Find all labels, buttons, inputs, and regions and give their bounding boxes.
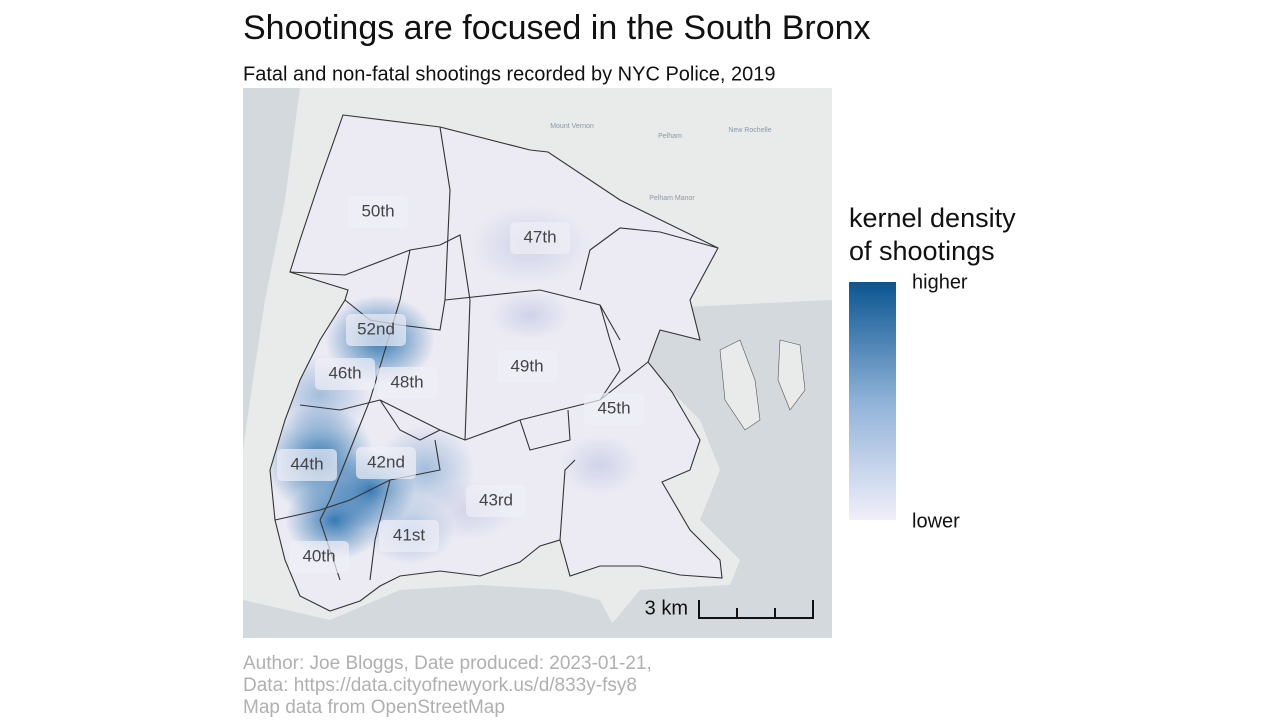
legend-colorbar	[849, 282, 896, 520]
river	[243, 88, 300, 450]
precinct-label: 46th	[328, 363, 361, 382]
label-box	[356, 447, 416, 479]
sound	[600, 300, 832, 638]
islands	[719, 339, 806, 431]
legend-title: kernel density	[849, 203, 1016, 233]
precinct-label: 44th	[290, 454, 323, 473]
precinct-label: 50th	[361, 201, 394, 220]
label-box	[315, 358, 375, 390]
legend-title: of shootings	[849, 236, 995, 266]
precinct-label: 45th	[597, 398, 630, 417]
legend-high: higher	[912, 271, 968, 293]
legend-low: lower	[912, 510, 960, 532]
subtitle: Fatal and non-fatal shootings recorded b…	[243, 63, 776, 85]
place-label: Pelham Manor	[649, 195, 695, 202]
label-box	[497, 351, 557, 383]
caption: Map data from OpenStreetMap	[243, 697, 505, 718]
scale-bar-label: 3 km	[645, 597, 688, 619]
caption: Data: https://data.cityofnewyork.us/d/83…	[243, 675, 637, 696]
place-label: Pelham	[658, 133, 682, 140]
label-box	[346, 314, 406, 346]
precinct-label: 40th	[302, 546, 335, 565]
label-box	[377, 367, 437, 399]
label-box	[379, 520, 439, 552]
precinct-label: 41st	[393, 525, 425, 544]
label-box	[510, 222, 570, 254]
precinct-label: 43rd	[479, 490, 513, 509]
map: 50th 47th 52nd 46th 48th 49th 45th 44th 42nd 43rd…	[243, 88, 832, 638]
title: Shootings are focused in the South Bronx	[243, 9, 871, 47]
precinct-label: 47th	[523, 227, 556, 246]
label-box	[277, 449, 337, 481]
scale-bar	[698, 600, 814, 619]
label-box	[348, 196, 408, 228]
precinct-label: 49th	[510, 356, 543, 375]
label-box	[466, 485, 526, 517]
east-river	[243, 585, 620, 638]
precinct-label: 48th	[390, 372, 423, 391]
label-box	[584, 393, 644, 425]
label-box	[289, 541, 349, 573]
place-label: Mount Vernon	[550, 123, 594, 130]
precinct-label: 52nd	[357, 319, 395, 338]
caption: Author: Joe Bloggs, Date produced: 2023-…	[243, 653, 652, 674]
precinct-labels: 50th 47th 52nd 46th 48th 49th 45th 44th 42nd 43rd…	[277, 196, 644, 573]
place-label: New Rochelle	[728, 127, 771, 134]
precinct-label: 42nd	[367, 452, 405, 471]
